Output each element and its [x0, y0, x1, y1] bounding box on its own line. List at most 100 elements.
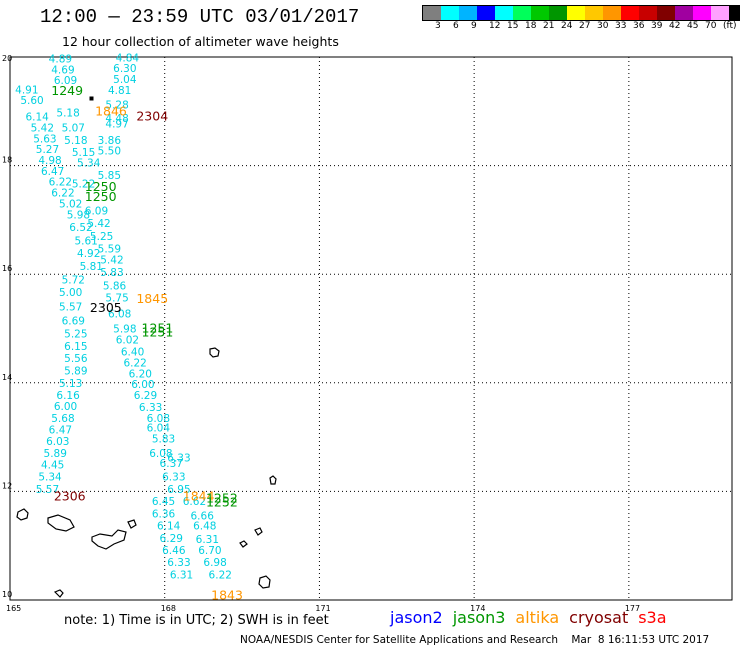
colorbar-swatch — [423, 6, 441, 20]
colorbar-swatch — [603, 6, 621, 20]
swh-value: 5.34 — [77, 158, 101, 170]
swh-value: 6.31 — [196, 534, 219, 546]
colorbar-swatch — [441, 6, 459, 20]
lon-tick-label: 177 — [625, 604, 640, 613]
swh-value: 6.37 — [160, 458, 183, 470]
swh-value: 6.22 — [123, 358, 146, 370]
pass-time-label: 2305 — [90, 300, 122, 315]
swh-value: 6.69 — [62, 316, 85, 328]
swh-value: 6.33 — [162, 472, 185, 484]
swh-value: 6.00 — [54, 401, 77, 413]
colorbar-label: 24 — [561, 21, 573, 31]
colorbar-label: 39 — [651, 21, 663, 31]
swh-value: 5.89 — [44, 448, 67, 460]
island-outline — [16, 508, 29, 521]
colorbar-swatch — [495, 6, 513, 20]
swh-value: 6.46 — [162, 545, 186, 557]
island-outline — [91, 529, 127, 550]
map-subtitle: 12 hour collection of altimeter wave hei… — [62, 34, 339, 49]
swh-value: 6.45 — [152, 496, 175, 508]
swh-value: 6.31 — [170, 569, 193, 581]
satellite-legend: jason2 jason3 altika cryosat s3a — [390, 608, 677, 627]
swh-value: 6.08 — [149, 448, 172, 460]
legend-jason2: jason2 — [390, 608, 443, 627]
swh-value: 5.86 — [103, 280, 127, 292]
island-outline — [53, 589, 64, 598]
swh-value: 5.83 — [100, 267, 123, 279]
colorbar-swatch — [729, 6, 740, 20]
colorbar-swatch — [711, 6, 729, 20]
colorbar-swatch — [675, 6, 693, 20]
axis-tick-labels: 165 168 171 174 177 20 18 16 14 12 10 — [2, 54, 640, 613]
colorbar-swatch — [585, 6, 603, 20]
legend-cryosat: cryosat — [569, 608, 629, 627]
swh-value: 4.69 — [51, 64, 74, 76]
swh-value: 5.25 — [64, 329, 87, 341]
swh-value: 6.40 — [121, 347, 144, 359]
colorbar-label: 21 — [543, 21, 555, 31]
swh-value: 6.66 — [191, 511, 215, 523]
islands — [16, 96, 277, 598]
swh-value: 6.14 — [25, 112, 49, 124]
swh-value: 4.45 — [41, 460, 64, 472]
colorbar-label: (ft) — [723, 21, 737, 31]
colorbar-swatch — [693, 6, 711, 20]
swh-value: 5.57 — [36, 484, 59, 496]
lon-tick-label: 174 — [470, 604, 485, 613]
pass-time-label: 2304 — [136, 109, 168, 124]
swh-value: 6.70 — [198, 545, 221, 557]
colorbar-label: 42 — [669, 21, 681, 31]
swh-value: 5.61 — [74, 235, 97, 247]
lat-tick-label: 18 — [2, 156, 12, 165]
swh-value: 4.48 — [105, 113, 128, 125]
swh-value: 6.29 — [160, 533, 183, 545]
colorbar-swatch — [567, 6, 585, 20]
swh-value: 6.22 — [209, 569, 232, 581]
lat-tick-label: 16 — [2, 264, 12, 273]
colorbar-swatch — [531, 6, 549, 20]
swh-value: 5.18 — [64, 135, 87, 147]
swh-value: 6.95 — [167, 484, 190, 496]
lon-tick-label: 168 — [161, 604, 176, 613]
swh-value: 5.13 — [59, 378, 82, 390]
island-outline — [89, 96, 94, 101]
swh-value: 5.15 — [72, 147, 95, 159]
pass-time-label: 1845 — [136, 291, 168, 306]
colorbar-label: 70 — [705, 21, 717, 31]
colorbar-swatch — [549, 6, 567, 20]
swh-value: 6.33 — [167, 557, 190, 569]
legend-jason3: jason3 — [452, 608, 506, 627]
swh-value: 6.62 — [183, 496, 206, 508]
colorbar-label: 3 — [435, 21, 441, 31]
swh-value: 5.28 — [105, 100, 128, 112]
swh-value: 5.57 — [59, 302, 82, 314]
colorbar-label: 45 — [687, 21, 699, 31]
swh-value: 4.98 — [38, 155, 61, 167]
colorbar-label: 18 — [525, 21, 537, 31]
pass-time-label: 1249 — [51, 83, 83, 98]
swh-value: 6.47 — [49, 424, 72, 436]
island-outline — [239, 540, 248, 548]
pass-time-label: 1846 — [95, 104, 127, 119]
swh-value: 6.14 — [157, 520, 181, 532]
swh-value: 5.04 — [113, 74, 137, 86]
colorbar-label: 12 — [489, 21, 501, 31]
swh-value: 5.18 — [56, 108, 79, 120]
swh-value: 6.33 — [167, 453, 190, 465]
swh-value: 5.00 — [59, 287, 82, 299]
swh-value: 6.08 — [108, 309, 131, 321]
colorbar-swatch — [657, 6, 675, 20]
swh-value: 6.15 — [64, 341, 87, 353]
swh-value: 5.42 — [100, 254, 123, 266]
pass-time-label: 2306 — [54, 489, 86, 504]
lat-tick-label: 20 — [2, 54, 12, 63]
swh-value: 6.33 — [139, 402, 162, 414]
colorbar-swatch — [621, 6, 639, 20]
swh-value: 5.83 — [152, 434, 175, 446]
swh-value: 6.08 — [147, 413, 170, 425]
swh-value: 6.98 — [203, 557, 226, 569]
swh-value: 6.00 — [131, 379, 154, 391]
colorbar-label: 6 — [453, 21, 459, 31]
